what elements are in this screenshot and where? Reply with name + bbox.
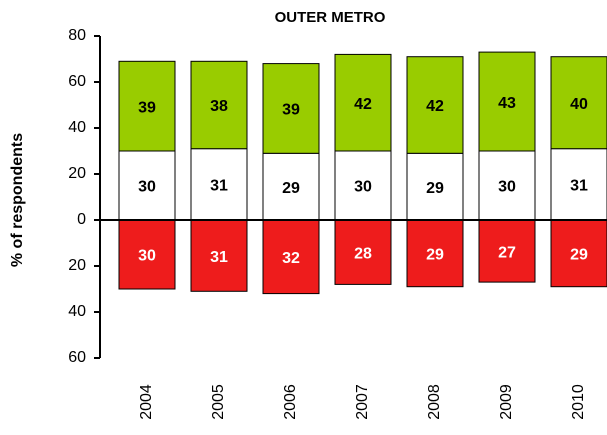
bar-segment [550, 219, 607, 288]
data-label: 27 [498, 244, 516, 261]
bar-segment [550, 148, 607, 221]
y-tick-label: 40 [68, 119, 86, 136]
y-tick-label: 0 [77, 211, 86, 228]
data-label: 40 [570, 96, 588, 113]
x-tick-label: 2005 [210, 384, 227, 420]
data-label: 31 [570, 178, 588, 195]
data-label: 39 [282, 102, 300, 119]
data-label: 39 [138, 99, 156, 116]
bar-segment [118, 150, 176, 221]
bar-segment [334, 53, 392, 152]
bar-segment [190, 219, 248, 292]
data-label: 29 [426, 247, 444, 264]
x-tick-label: 2008 [426, 384, 443, 420]
data-label: 31 [210, 249, 228, 266]
chart-title: OUTER METRO [275, 9, 386, 26]
data-label: 30 [138, 248, 156, 265]
bar-segment [190, 60, 248, 150]
bar-segment [406, 219, 464, 288]
bar-segment [334, 219, 392, 285]
bar-segment [478, 51, 536, 152]
data-label: 42 [354, 96, 372, 113]
data-label: 42 [426, 98, 444, 115]
data-label: 29 [282, 180, 300, 197]
x-tick-label: 2009 [498, 384, 515, 420]
data-label: 38 [210, 98, 228, 115]
data-label: 28 [354, 245, 372, 262]
bar-segment [262, 63, 320, 154]
y-tick-label: 60 [68, 349, 86, 366]
data-label: 30 [498, 179, 516, 196]
y-tick-label: 80 [68, 27, 86, 44]
x-tick-label: 2006 [282, 384, 299, 420]
data-label: 30 [354, 179, 372, 196]
data-label: 29 [570, 247, 588, 264]
bar-segment [118, 219, 176, 290]
y-axis-label: % of respondents [9, 133, 26, 267]
x-tick-label: 2004 [138, 384, 155, 420]
bar-segment [334, 150, 392, 221]
data-label: 43 [498, 95, 516, 112]
x-tick-label: 2010 [570, 384, 587, 420]
bar-segment [406, 56, 464, 154]
data-label: 30 [138, 179, 156, 196]
bar-segment [118, 60, 176, 152]
x-tick-label: 2007 [354, 384, 371, 420]
bar-segment [550, 56, 607, 150]
bar-segment [478, 219, 536, 283]
bar-segment [478, 150, 536, 221]
data-label: 32 [282, 250, 300, 267]
y-tick-label: 40 [68, 303, 86, 320]
y-tick-label: 60 [68, 73, 86, 90]
bar-segment [262, 219, 320, 295]
data-label: 29 [426, 180, 444, 197]
data-label: 31 [210, 178, 228, 195]
y-tick-label: 20 [68, 165, 86, 182]
y-tick-label: 20 [68, 257, 86, 274]
